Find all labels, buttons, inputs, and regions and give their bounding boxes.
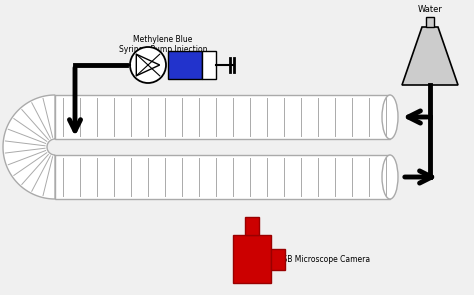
Text: Methylene Blue
Syringe Pump Injection: Methylene Blue Syringe Pump Injection: [119, 35, 207, 54]
Bar: [245, 217, 259, 235]
Text: Water: Water: [418, 6, 442, 14]
Bar: [233, 235, 271, 283]
Bar: [426, 17, 434, 27]
Bar: [168, 51, 202, 79]
Ellipse shape: [382, 155, 398, 199]
Bar: [55, 155, 390, 199]
Polygon shape: [3, 95, 55, 199]
Text: USB Microscope Camera: USB Microscope Camera: [277, 255, 370, 263]
Polygon shape: [402, 27, 458, 85]
Bar: [271, 249, 285, 270]
Bar: [202, 51, 216, 79]
Ellipse shape: [382, 95, 398, 139]
Circle shape: [130, 47, 166, 83]
Bar: [55, 95, 390, 139]
